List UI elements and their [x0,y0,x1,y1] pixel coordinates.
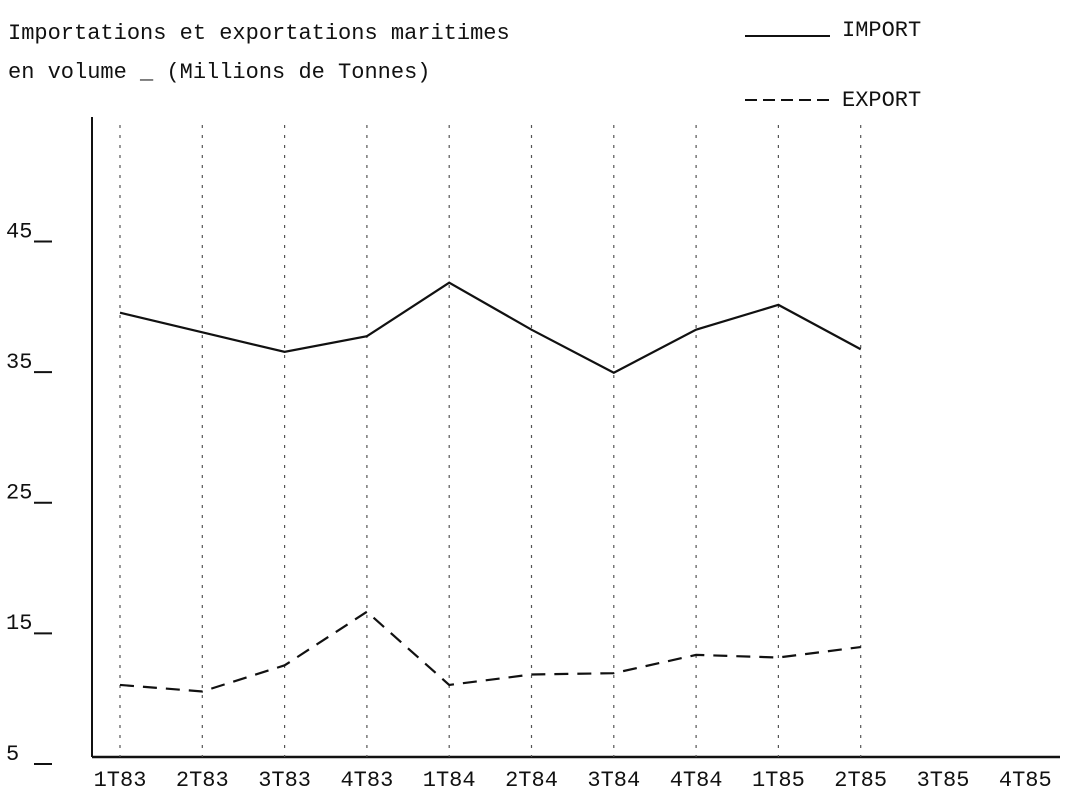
x-tick-label: 4T83 [340,768,393,793]
y-tick-label: 15 [6,611,32,636]
x-tick-label: 3T85 [917,768,970,793]
x-tick-label: 4T85 [999,768,1052,793]
chart-title: Importations et exportations maritimes [8,21,510,46]
x-tick-label: 1T84 [423,768,476,793]
y-tick-label: 35 [6,350,32,375]
y-tick-label: 25 [6,481,32,506]
y-tick-label: 45 [6,219,32,244]
x-tick-label: 3T84 [587,768,640,793]
legend-label: IMPORT [842,18,921,43]
x-tick-label: 1T85 [752,768,805,793]
x-tick-label: 2T85 [834,768,887,793]
series-line [119,281,862,375]
x-tick-label: 3T83 [258,768,311,793]
x-tick-label: 4T84 [670,768,723,793]
chart-subtitle: en volume _ (Millions de Tonnes) [8,60,430,85]
series-line [119,610,861,693]
y-tick-label: 5 [6,742,19,767]
x-tick-label: 1T83 [94,768,147,793]
x-tick-label: 2T83 [176,768,229,793]
x-tick-label: 2T84 [505,768,558,793]
legend-label: EXPORT [842,88,921,113]
